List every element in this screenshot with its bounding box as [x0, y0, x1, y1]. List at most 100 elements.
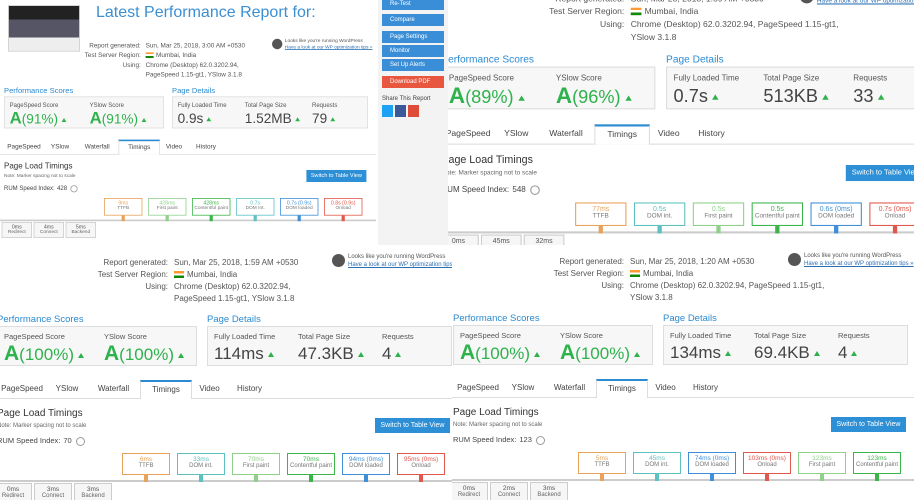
report-panel: Report generated: Sun, Mar 25, 2018, 1:59…: [448, 0, 914, 245]
switch-button[interactable]: Switch to Table View: [306, 170, 367, 182]
wp-link[interactable]: Have a look at our WP optimization tips …: [804, 261, 914, 267]
timing-marker: 74ms (0ms) DOM loaded: [688, 452, 736, 474]
info-value: Sun, Mar 25, 2018, 1:59 AM +0530: [174, 258, 299, 267]
up-arrow: [712, 94, 719, 100]
value: 114ms: [214, 344, 264, 363]
info-label: Using:: [145, 282, 168, 291]
tab[interactable]: YSlow: [50, 142, 70, 150]
backend-box: 2ms Connect: [490, 482, 528, 500]
score-value: A(100%): [4, 342, 84, 366]
share-icon[interactable]: [382, 105, 393, 117]
backend-label: Connect: [39, 230, 58, 235]
tab[interactable]: PageSpeed: [457, 383, 499, 392]
tab[interactable]: Timings: [594, 124, 650, 145]
detail-label: Requests: [312, 101, 338, 109]
info-label: Report generated:: [500, 0, 624, 3]
timing-marker: 428ms First paint: [148, 198, 187, 216]
tab[interactable]: Waterfall: [97, 384, 130, 393]
sidebar-button[interactable]: Set Up Alerts: [382, 59, 444, 71]
tab[interactable]: Timings: [140, 380, 192, 399]
backend-label: Backend: [81, 493, 105, 499]
marker-label: DOM int.: [645, 462, 669, 468]
tab[interactable]: PageSpeed: [1, 384, 43, 393]
tab[interactable]: PageSpeed: [7, 142, 41, 150]
marker-tick: [716, 225, 721, 234]
marker-tick: [657, 225, 662, 234]
score: (100%): [575, 344, 630, 363]
up-arrow: [77, 353, 84, 359]
marker-label: TTFB: [592, 213, 609, 220]
sidebar-button[interactable]: Re-Test: [382, 0, 444, 10]
timing-marker: 428ms Contentful paint: [192, 198, 231, 216]
info-label: Report generated:: [89, 42, 141, 50]
tab-rule: [0, 154, 376, 155]
section-heading: Page Details: [666, 53, 724, 66]
tab[interactable]: History: [196, 142, 216, 150]
marker-value: 0.6s (0ms): [819, 205, 853, 214]
tab[interactable]: Timings: [118, 139, 160, 155]
timings-note: Note: Marker spacing not to scale: [4, 174, 76, 179]
tab[interactable]: Video: [199, 384, 220, 393]
tab[interactable]: YSlow: [504, 128, 529, 139]
info-value: PageSpeed 1.15-gt1, YSlow 3.1.8: [174, 294, 295, 303]
tab[interactable]: Waterfall: [549, 128, 583, 139]
details-box: Fully Loaded Time 0.9s Total Page Size 1.52…: [172, 96, 368, 129]
marker-tick: [655, 474, 659, 481]
rum-value: 428: [57, 184, 68, 192]
marker-value: 94ms (0ms): [348, 456, 384, 463]
sidebar-button[interactable]: Download PDF: [382, 76, 444, 88]
timing-marker: 0.5s DOM int.: [633, 202, 686, 226]
detail-label: Total Page Size: [298, 332, 351, 341]
switch-button[interactable]: Switch to Table View: [375, 418, 450, 433]
info-label: Report generated:: [103, 258, 169, 267]
scores-box: PageSpeed Score A(89%) YSlow Score A(96%): [448, 66, 656, 110]
info-value: Sun, Mar 25, 2018, 1:59 AM +0530: [631, 0, 764, 3]
score-label: PageSpeed Score: [448, 72, 514, 83]
tab[interactable]: YSlow: [55, 384, 79, 393]
sidebar-button[interactable]: Page Settings: [382, 31, 444, 43]
switch-button[interactable]: Switch to Table View: [845, 165, 914, 182]
marker-value: 428ms: [159, 200, 175, 206]
tab[interactable]: History: [698, 128, 725, 139]
wp-link[interactable]: Have a look at our WP optimization tips …: [284, 45, 373, 50]
rum-speed-index: RUM Speed Index: 70: [0, 436, 85, 446]
score: (91%): [21, 111, 59, 127]
wp-link[interactable]: Have a look at our WP optimization tips …: [816, 0, 914, 5]
sidebar-button[interactable]: Monitor: [382, 45, 444, 57]
tab[interactable]: YSlow: [511, 383, 535, 392]
switch-button[interactable]: Switch to Table View: [831, 417, 906, 432]
tab[interactable]: Video: [655, 383, 676, 392]
tab[interactable]: Timings: [596, 379, 648, 398]
tab[interactable]: Video: [165, 142, 183, 150]
detail-value: 513KB: [763, 86, 829, 107]
timing-marker: 6ms TTFB: [122, 453, 170, 475]
score-value: A(100%): [560, 341, 640, 365]
share-icon[interactable]: [408, 105, 419, 117]
tab-rule: [0, 398, 452, 399]
tab[interactable]: History: [693, 383, 718, 392]
flag-icon: [145, 52, 154, 58]
marker-label: Onload: [335, 206, 351, 211]
info-value: Sun, Mar 25, 2018, 3:00 AM +0530: [145, 42, 246, 50]
report-content: Latest Performance Report for: Report gen…: [0, 4, 376, 242]
tab[interactable]: History: [237, 384, 262, 393]
detail-label: Total Page Size: [754, 331, 807, 340]
up-arrow: [395, 352, 402, 358]
detail-label: Fully Loaded Time: [673, 72, 740, 83]
tab[interactable]: Waterfall: [553, 383, 586, 392]
tab[interactable]: Video: [657, 128, 680, 139]
marker-value: 70ms: [248, 456, 264, 463]
share-icon[interactable]: [395, 105, 406, 117]
timings-heading: Page Load Timings: [0, 408, 83, 419]
tab[interactable]: Waterfall: [84, 142, 110, 150]
sidebar-button[interactable]: Compare: [382, 14, 444, 26]
backend-value: 45ms: [492, 237, 510, 245]
timing-marker: 95ms (0ms) Onload: [397, 453, 445, 475]
tab[interactable]: PageSpeed: [448, 128, 491, 139]
marker-value: 0.7s (0.9s): [286, 200, 312, 206]
wp-link[interactable]: Have a look at our WP optimization tips …: [348, 262, 452, 268]
grade: A: [9, 109, 22, 128]
sidebar: Re-Test Compare Page Settings Monitor Set Up…: [378, 0, 448, 245]
timeline: [452, 479, 914, 481]
detail-value: 4: [838, 343, 858, 363]
